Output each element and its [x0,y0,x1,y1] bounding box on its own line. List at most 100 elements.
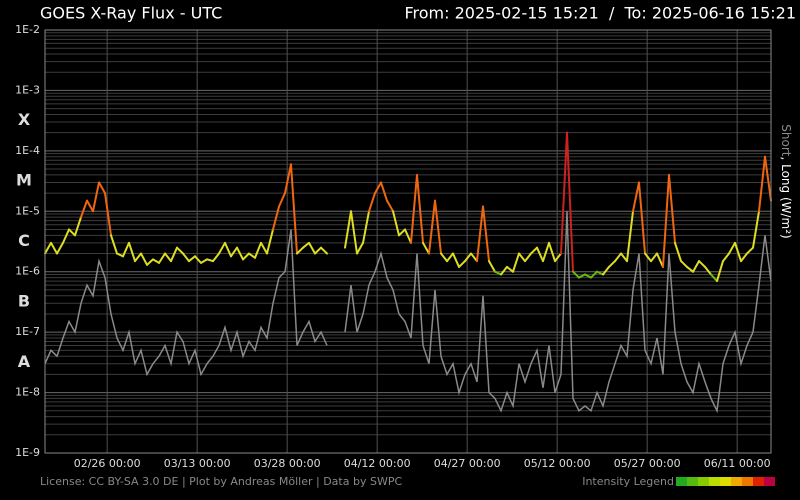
legend-swatch [764,477,775,486]
y-axis-label: Short, Long (W/m²) [780,124,794,238]
x-tick-label: 04/12 00:00 [344,457,411,470]
x-tick-label: 02/26 00:00 [74,457,141,470]
legend-swatch [742,477,753,486]
long-segment [674,241,682,263]
plot-border [44,29,772,454]
long-segment [62,228,70,244]
x-tick-label: 05/12 00:00 [524,457,591,470]
long-segment [440,252,448,263]
long-segment [116,252,124,258]
long-segment [350,210,358,255]
long-segment [422,241,430,255]
y-axis-label-short: Short [780,124,794,156]
long-segment [356,241,364,255]
long-segment [728,241,736,255]
long-segment [680,260,688,268]
long-segment [644,252,652,263]
long-segment [380,181,388,202]
long-segment [560,131,568,255]
legend-label: Intensity Legend [582,475,674,488]
x-tick-label: 03/13 00:00 [164,457,231,470]
long-segment [194,255,202,264]
long-segment [374,181,382,195]
short-line [44,229,328,377]
long-segment [200,258,208,264]
long-segment [740,252,748,263]
x-tick-label: 03/28 00:00 [254,457,321,470]
legend-swatch [676,477,687,486]
y-tick-label: 1E-4 [15,144,40,157]
long-segment [92,181,100,213]
long-segment [314,246,322,255]
long-segment [500,265,508,276]
x-tick-label: 06/11 00:00 [704,457,771,470]
long-segment [266,228,274,255]
long-segment [242,252,250,261]
long-segment [104,192,112,237]
long-segment [452,252,460,268]
long-segment [614,252,622,263]
long-segment [542,241,550,263]
long-segment [512,252,520,273]
long-segment [662,173,670,268]
long-segment [494,270,502,276]
legend-swatch [698,477,709,486]
long-segment [164,252,172,263]
long-segment [572,270,580,279]
long-segment [446,252,454,263]
long-segment [146,258,154,266]
long-segment [716,260,724,283]
y-tick-label: 1E-6 [15,265,40,278]
class-label: M [16,171,32,190]
y-tick-label: 1E-7 [15,325,40,338]
long-segment [506,265,514,273]
long-segment [620,252,628,263]
y-tick-label: 1E-3 [15,83,40,96]
long-segment [392,210,400,237]
long-segment [464,252,472,263]
long-segment [548,241,556,263]
long-segment [686,265,694,273]
chart-title: GOES X-Ray Flux - UTC [40,4,222,23]
long-segment [212,252,220,263]
long-segment [296,246,304,255]
class-label: C [18,231,30,250]
long-segment [158,252,166,264]
long-segment [254,241,262,259]
long-segment [656,252,664,268]
long-segment [482,205,490,263]
long-segment [530,246,538,255]
long-segment [710,273,718,283]
long-segment [404,228,412,244]
legend-swatch [720,477,731,486]
long-segment [596,270,604,276]
y-tick-label: 1E-2 [15,23,40,36]
long-segment [284,163,292,195]
chart-subtitle: From: 2025-02-15 15:21 / To: 2025-06-16 … [404,4,796,23]
long-segment [344,210,352,249]
y-tick-label: 1E-8 [15,386,40,399]
long-segment [86,199,94,213]
long-segment [80,199,88,219]
long-segment [110,234,118,255]
long-segment [518,252,526,263]
class-label: A [18,352,31,371]
long-segment [722,252,730,263]
long-segment [362,210,370,244]
legend-swatch [731,477,742,486]
long-segment [524,252,532,263]
long-segment [56,241,64,255]
long-segment [278,192,286,208]
long-segment [632,181,640,213]
long-segment [602,265,610,276]
long-segment [386,199,394,213]
long-segment [566,131,574,273]
legend-swatch [753,477,764,486]
x-tick-label: 05/27 00:00 [614,457,681,470]
class-label: X [18,110,31,129]
long-segment [476,205,484,263]
long-segment [428,199,436,255]
long-segment [764,155,772,202]
long-segment [554,252,562,263]
long-segment [176,246,184,255]
